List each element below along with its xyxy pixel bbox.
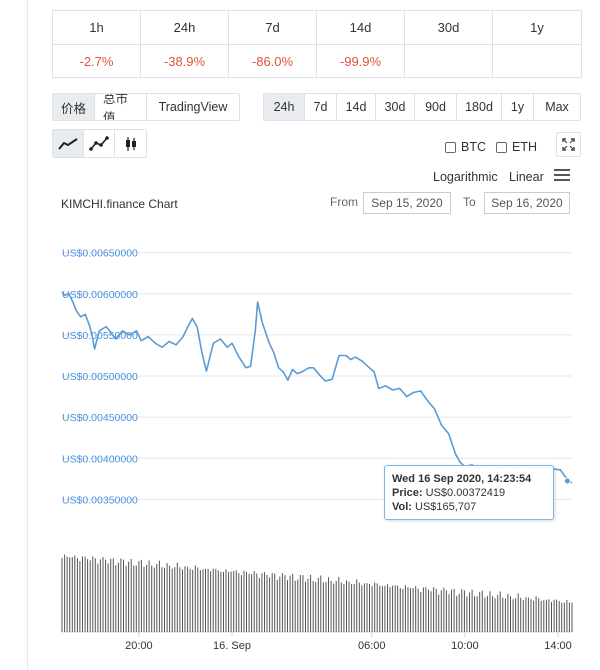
- price-line: [62, 292, 572, 483]
- y-tick-label: US$0.00350000: [62, 494, 138, 506]
- x-tick-label: 20:00: [125, 640, 153, 652]
- y-tick-label: US$0.00500000: [62, 371, 138, 383]
- y-tick-label: US$0.00650000: [62, 248, 138, 260]
- chart-tooltip: Wed 16 Sep 2020, 14:23:54 Price: US$0.00…: [384, 465, 554, 520]
- x-tick-label: 10:00: [451, 640, 479, 652]
- tooltip-price: US$0.00372419: [426, 487, 506, 499]
- tooltip-price-label: Price:: [392, 487, 423, 499]
- y-tick-label: US$0.00450000: [62, 412, 138, 424]
- tooltip-vol: US$165,707: [415, 501, 476, 513]
- y-tick-label: US$0.00400000: [62, 453, 138, 465]
- x-tick-label: 06:00: [358, 640, 386, 652]
- tooltip-point: [564, 478, 570, 484]
- x-tick-label: 16. Sep: [213, 640, 251, 652]
- y-tick-label: US$0.00600000: [62, 289, 138, 301]
- tooltip-vol-label: Vol:: [392, 501, 412, 513]
- y-tick-label: US$0.00550000: [62, 330, 138, 342]
- tooltip-date: Wed 16 Sep 2020, 14:23:54: [392, 473, 531, 485]
- x-tick-label: 14:00: [544, 640, 572, 652]
